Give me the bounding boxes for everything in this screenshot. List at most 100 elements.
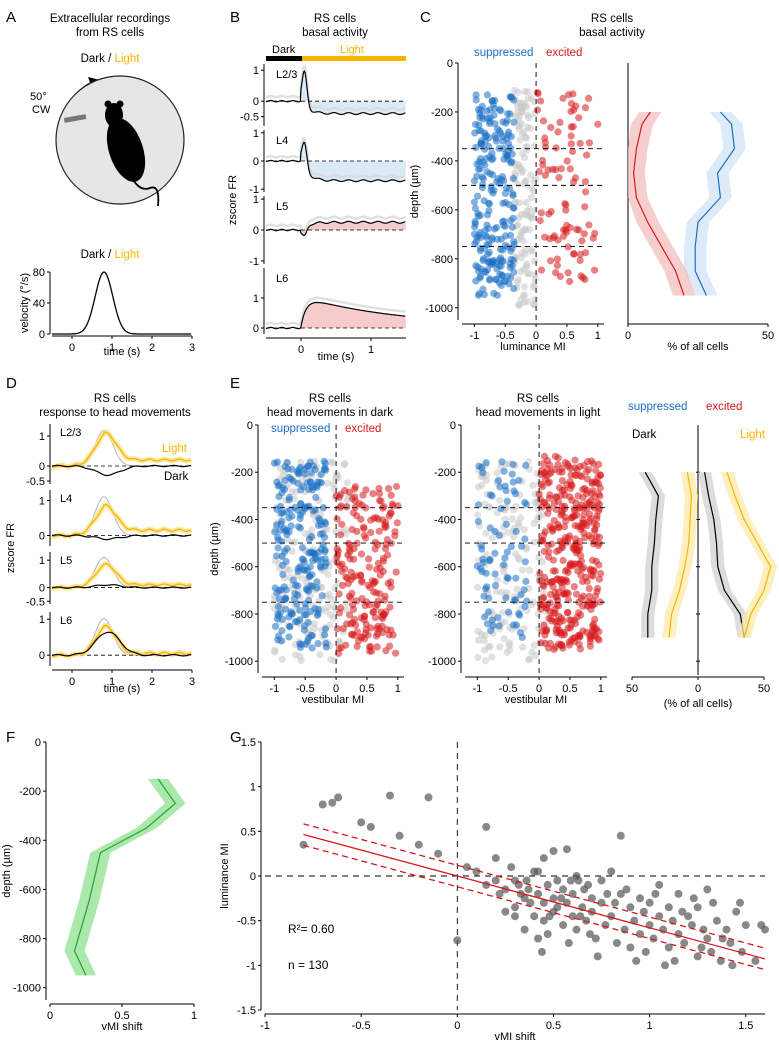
light-trace — [51, 504, 192, 538]
excited-cell-point — [382, 540, 390, 548]
suppressed-cell-point — [521, 558, 529, 566]
excited-cell-point — [382, 608, 390, 616]
suppressed-cell-point — [321, 533, 329, 541]
suppressed-cell-point — [299, 483, 307, 491]
x-tick-label: 1 — [598, 683, 604, 695]
neutral-cell-point — [520, 526, 528, 534]
excited-cell-point — [372, 632, 381, 640]
neutral-cell-point — [518, 168, 526, 176]
neutral-cell-point — [530, 257, 539, 265]
y-tick-label: -200 — [231, 467, 253, 479]
cell-point — [534, 867, 543, 876]
suppressed-cell-point — [486, 555, 494, 564]
suppressed-cell-point — [321, 548, 329, 556]
suppressed-cell-point — [499, 218, 507, 226]
neutral-cell-point — [524, 270, 533, 278]
suppressed-cell-point — [475, 165, 483, 173]
sem-band — [265, 296, 406, 326]
x-axis-label: time (s) — [104, 346, 141, 358]
suppressed-cell-point — [483, 620, 492, 628]
cell-point — [645, 898, 654, 907]
neutral-cell-point — [322, 607, 330, 615]
excited-light-sem-band — [720, 472, 778, 638]
cell-point — [520, 925, 529, 934]
cell-point — [366, 822, 375, 831]
y-tick-label: 80 — [33, 267, 45, 279]
cell-point — [712, 916, 721, 925]
cell-point — [603, 889, 612, 898]
suppressed-cell-point — [276, 526, 284, 535]
layer-label: L2/3 — [276, 69, 297, 81]
x-tick-label: 1 — [191, 1010, 197, 1022]
neutral-cell-point — [531, 271, 539, 279]
excited-cell-point — [582, 249, 590, 257]
cell-point — [507, 863, 516, 872]
vmi-shift-sem-band — [64, 778, 186, 976]
excited-cell-point — [367, 528, 375, 537]
cell-point — [568, 889, 577, 898]
suppressed-cell-point — [502, 520, 510, 528]
excited-cell-point — [591, 493, 599, 501]
y-tick-label: -600 — [231, 562, 253, 574]
cell-point — [680, 939, 689, 947]
excited-cell-point — [555, 524, 563, 532]
suppressed-cell-point — [306, 478, 315, 486]
excited-cell-point — [357, 515, 365, 524]
suppressed-cell-point — [509, 191, 517, 200]
excited-cell-point — [375, 484, 383, 493]
neutral-cell-point — [530, 641, 539, 649]
excited-cell-point — [586, 642, 594, 650]
excited-cell-point — [583, 151, 591, 159]
suppressed-cell-point — [322, 466, 330, 474]
panel-e-left-title-line1: RS cells — [309, 393, 351, 405]
cell-point — [318, 800, 327, 809]
x-tick-label: 1 — [647, 1020, 653, 1032]
neutral-cell-point — [518, 149, 527, 158]
suppressed-cell-point — [314, 556, 322, 564]
suppressed-cell-point — [282, 605, 290, 613]
cell-point — [684, 912, 693, 921]
cell-point — [655, 880, 664, 889]
x-tick-label: 2 — [149, 342, 155, 354]
excited-dark-sem-band — [698, 472, 751, 638]
suppressed-cell-point — [485, 259, 493, 267]
excited-cell-point — [572, 499, 580, 507]
excited-cell-point — [369, 490, 377, 498]
y-tick-label: 0 — [39, 461, 45, 473]
excited-cell-point — [378, 622, 386, 630]
excited-cell-point — [351, 497, 359, 505]
x-axis-label: vestibular MI — [505, 694, 567, 706]
neutral-cell-point — [528, 214, 536, 222]
cell-point — [572, 925, 581, 934]
suppressed-cell-point — [278, 552, 286, 560]
layer-chart-L4: -1 0 1 L4 — [249, 128, 406, 196]
excited-cell-point — [382, 522, 390, 531]
y-tick-label: -600 — [19, 884, 41, 896]
suppressed-cell-point — [283, 508, 291, 516]
neutral-cell-point — [488, 653, 496, 661]
cell-point — [530, 912, 539, 921]
cell-point — [557, 894, 566, 903]
suppressed-cell-point — [500, 177, 508, 185]
neutral-cell-point — [517, 210, 525, 219]
excited-cell-point — [543, 457, 552, 465]
e-legend-suppressed: suppressed — [271, 423, 330, 435]
cell-point — [699, 925, 708, 934]
shaded-area — [301, 221, 406, 236]
excited-cell-point — [547, 208, 555, 216]
neutral-cell-point — [311, 624, 319, 633]
suppressed-cell-point — [486, 491, 495, 499]
bar-dark-label: Dark — [272, 44, 296, 56]
cell-point — [597, 876, 606, 885]
cell-point — [664, 903, 673, 912]
vestibular-profile-chart: 50 0 50 (% of all cells) — [626, 425, 778, 710]
suppressed-cell-point — [491, 570, 499, 578]
suppressed-cell-point — [483, 91, 491, 99]
excited-cell-point — [581, 178, 590, 186]
suppressed-cell-point — [294, 591, 302, 599]
cell-point — [674, 889, 683, 898]
suppressed-cell-point — [506, 144, 515, 152]
mean-trace — [265, 70, 406, 116]
cell-point — [534, 934, 543, 943]
panel-a-title-line1: Extracellular recordings — [50, 13, 170, 25]
